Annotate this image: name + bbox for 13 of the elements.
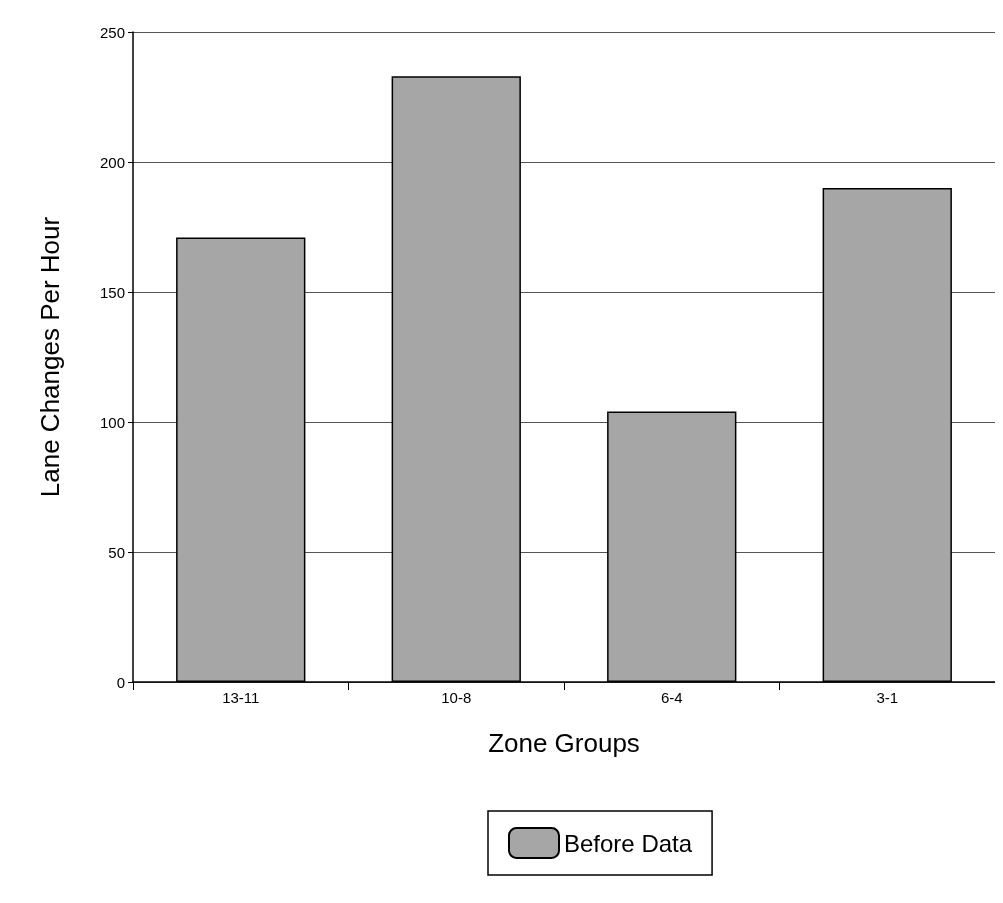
x-tick-label: 6-4: [660, 689, 683, 706]
y-tick-label: 100: [99, 413, 125, 431]
y-tick-label: 200: [99, 153, 125, 171]
x-tick-label: 10-8: [441, 689, 472, 706]
legend-label: Before Data: [564, 829, 693, 857]
y-tick-label: 250: [99, 23, 125, 41]
y-tick-label: 150: [99, 283, 125, 301]
y-tick-label: 50: [108, 543, 125, 561]
x-tick-label: 3-1: [876, 689, 899, 706]
y-tick-label: 0: [116, 673, 125, 691]
x-tick-label: 13-11: [222, 689, 260, 706]
y-axis-title: Lane Changes Per Hour: [35, 216, 65, 498]
x-axis-title: Zone Groups: [488, 728, 640, 758]
